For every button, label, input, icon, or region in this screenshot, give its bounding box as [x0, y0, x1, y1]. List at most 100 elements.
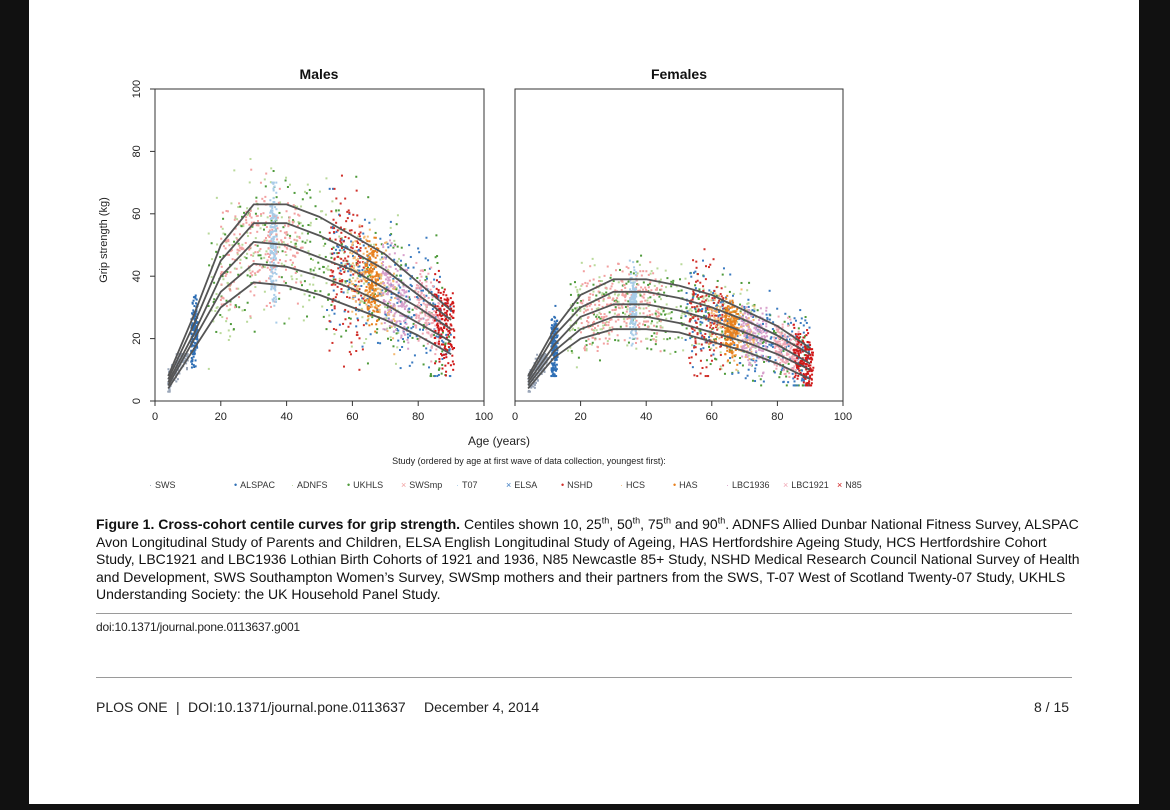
- data-point-NSHD: [701, 300, 704, 303]
- data-point-UKHLS: [366, 362, 369, 365]
- data-point-ADNFS: [291, 278, 294, 281]
- data-point-LBC1936: [407, 347, 410, 350]
- data-point-T07: [270, 281, 273, 284]
- data-point-HCS: [354, 240, 357, 243]
- data-point-UKHLS: [574, 329, 577, 332]
- data-point-SWSmp: [596, 345, 599, 348]
- data-point-SWSmp: [264, 237, 267, 240]
- data-point-HAS: [366, 254, 369, 257]
- data-point-NSHD: [347, 237, 350, 240]
- data-point-HCS: [353, 294, 356, 297]
- data-point-ALSPAC: [194, 359, 197, 362]
- data-point-LBC1936: [765, 359, 768, 362]
- data-point-SWSmp: [268, 302, 271, 305]
- data-point-ADNFS: [608, 326, 611, 329]
- data-point-LBC1921: [437, 315, 440, 318]
- data-point-UKHLS: [304, 241, 307, 244]
- data-point-UKHLS: [400, 264, 403, 267]
- data-point-LBC1921: [427, 332, 430, 335]
- data-point-T07: [275, 216, 278, 219]
- data-point-UKHLS: [721, 273, 724, 276]
- data-point-ADNFS: [254, 285, 257, 288]
- data-point-NSHD: [336, 229, 339, 232]
- data-point-NSHD: [695, 280, 698, 283]
- data-point-UKHLS: [264, 185, 267, 188]
- data-point-NSHD: [701, 366, 704, 369]
- data-point-ALSPAC: [194, 333, 197, 336]
- data-point-LBC1921: [430, 346, 433, 349]
- data-point-SWS: [175, 372, 178, 375]
- data-point-UKHLS: [658, 295, 661, 298]
- data-point-UKHLS: [753, 303, 756, 306]
- data-point-N85: [435, 295, 438, 298]
- data-point-SWSmp: [297, 213, 300, 216]
- data-point-N85: [438, 328, 441, 331]
- data-point-HAS: [732, 331, 735, 334]
- data-point-SWSmp: [646, 314, 649, 317]
- data-point-LBC1936: [381, 272, 384, 275]
- data-point-ELSA: [756, 356, 759, 359]
- data-point-NSHD: [346, 262, 349, 265]
- data-point-SWSmp: [624, 294, 627, 297]
- data-point-NSHD: [337, 251, 340, 254]
- data-point-SWSmp: [270, 305, 273, 308]
- data-point-ELSA: [721, 307, 724, 310]
- data-point-SWSmp: [291, 261, 294, 264]
- data-point-ADNFS: [340, 236, 343, 239]
- data-point-ADNFS: [702, 288, 705, 291]
- data-point-T07: [272, 243, 275, 246]
- data-point-ELSA: [396, 301, 399, 304]
- data-point-UKHLS: [653, 332, 656, 335]
- data-point-LBC1921: [426, 323, 429, 326]
- data-point-N85: [792, 323, 795, 326]
- data-point-T07: [630, 301, 633, 304]
- data-point-ELSA: [731, 294, 734, 297]
- data-point-LBC1936: [760, 349, 763, 352]
- data-point-LBC1921: [425, 280, 428, 283]
- data-point-HAS: [367, 258, 370, 261]
- data-point-ELSA: [425, 347, 428, 350]
- data-point-ADNFS: [681, 312, 684, 315]
- data-point-SWSmp: [652, 272, 655, 275]
- data-point-ELSA: [797, 361, 800, 364]
- data-point-ELSA: [348, 281, 351, 284]
- data-point-NSHD: [691, 306, 694, 309]
- data-point-HCS: [739, 325, 742, 328]
- data-point-HCS: [363, 272, 366, 275]
- data-point-ADNFS: [321, 210, 324, 213]
- data-point-UKHLS: [694, 284, 697, 287]
- data-point-ELSA: [346, 279, 349, 282]
- data-point-T07: [275, 214, 278, 217]
- data-point-ADNFS: [600, 317, 603, 320]
- data-point-N85: [440, 354, 443, 357]
- data-point-UKHLS: [716, 279, 719, 282]
- data-point-UKHLS: [301, 224, 304, 227]
- data-point-ADNFS: [691, 315, 694, 318]
- data-point-UKHLS: [255, 196, 258, 199]
- data-point-HAS: [727, 318, 730, 321]
- data-point-HCS: [377, 291, 380, 294]
- data-point-SWSmp: [580, 322, 583, 325]
- data-point-NSHD: [722, 364, 725, 367]
- data-point-HCS: [715, 306, 718, 309]
- data-point-ELSA: [379, 342, 382, 345]
- data-point-NSHD: [346, 295, 349, 298]
- data-point-HCS: [362, 252, 365, 255]
- data-point-LBC1921: [777, 345, 780, 348]
- data-point-SWSmp: [240, 246, 243, 249]
- data-point-ALSPAC: [194, 296, 197, 299]
- data-point-N85: [807, 332, 810, 335]
- data-point-SWSmp: [587, 296, 590, 299]
- data-point-ELSA: [699, 348, 702, 351]
- data-point-SWS: [542, 361, 545, 364]
- data-point-ADNFS: [221, 227, 224, 230]
- data-point-SWSmp: [612, 297, 615, 300]
- data-point-HAS: [728, 350, 731, 353]
- data-point-UKHLS: [668, 337, 671, 340]
- data-point-N85: [809, 344, 812, 347]
- data-point-HCS: [752, 318, 755, 321]
- data-point-LBC1921: [785, 336, 788, 339]
- data-point-UKHLS: [642, 281, 645, 284]
- data-point-UKHLS: [674, 350, 677, 353]
- data-point-SWSmp: [228, 287, 231, 290]
